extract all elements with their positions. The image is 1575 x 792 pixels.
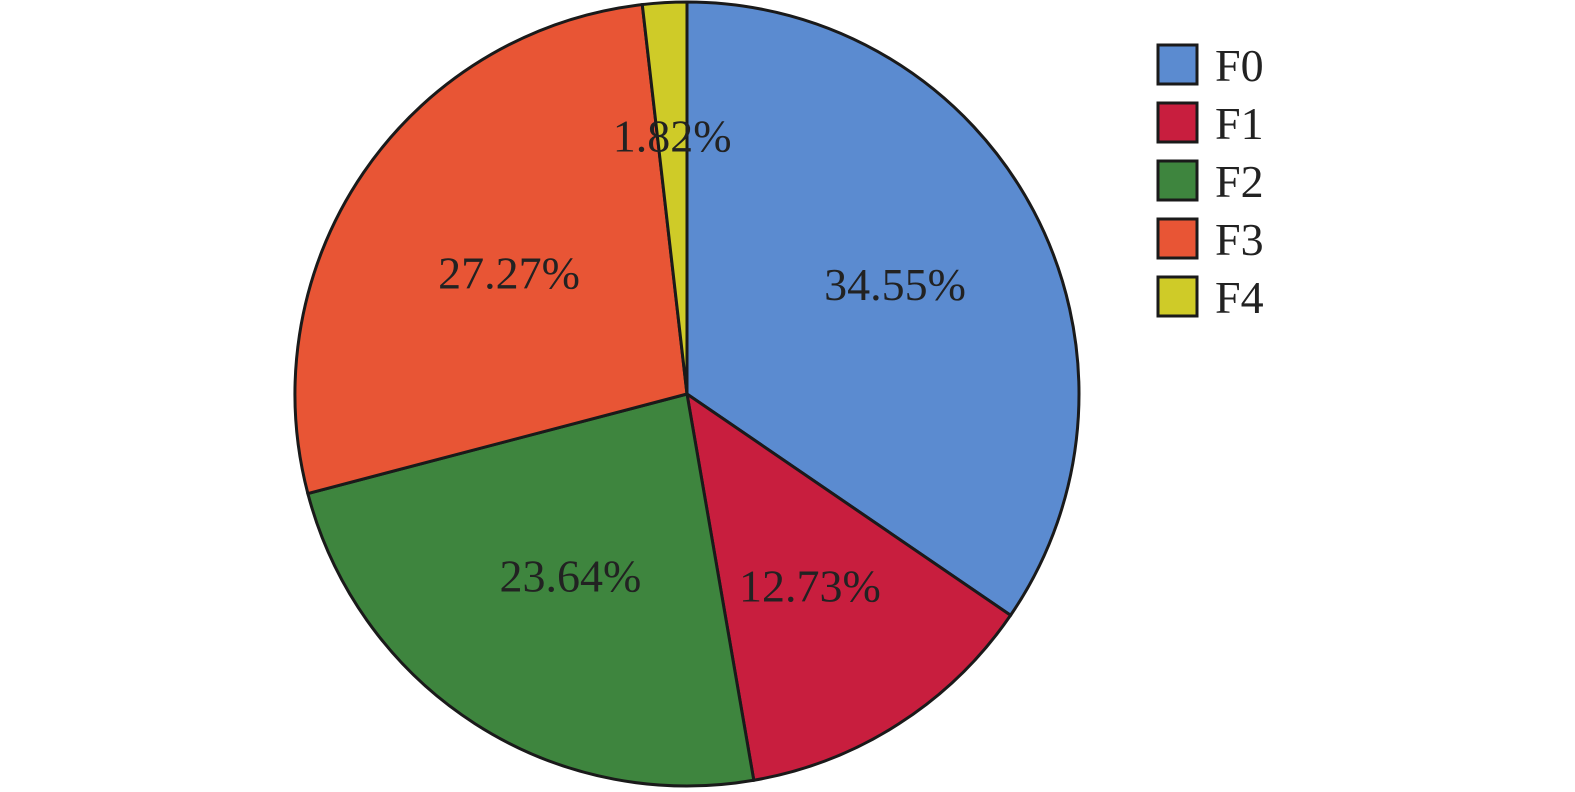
legend: F0 F1 F2 F3 F4 — [1156, 40, 1264, 323]
pie-slice-f1 — [684, 390, 1013, 783]
legend-swatch-f3 — [1156, 217, 1199, 260]
legend-swatch-f4 — [1156, 275, 1199, 318]
legend-label-f2: F2 — [1215, 156, 1264, 207]
pie-slice-f3 — [293, 2, 689, 496]
legend-swatch-f2 — [1156, 159, 1199, 202]
legend-label-f4: F4 — [1215, 272, 1264, 323]
data-label-f0: 34.55% — [824, 259, 966, 310]
data-label-f1: 12.73% — [739, 560, 881, 611]
pie-slice-f2 — [306, 392, 756, 788]
pie-slice-f0 — [685, 0, 1081, 618]
data-label-f3: 27.27% — [438, 247, 580, 298]
legend-label-f1: F1 — [1215, 98, 1264, 149]
data-label-f4: 1.82% — [613, 111, 732, 162]
legend-swatch-f1 — [1156, 101, 1199, 144]
legend-label-f3: F3 — [1215, 214, 1264, 265]
pie-slice-f4 — [640, 0, 689, 395]
data-label-f2: 23.64% — [499, 550, 641, 601]
legend-swatch-f0 — [1156, 43, 1199, 86]
legend-label-f0: F0 — [1215, 40, 1264, 91]
